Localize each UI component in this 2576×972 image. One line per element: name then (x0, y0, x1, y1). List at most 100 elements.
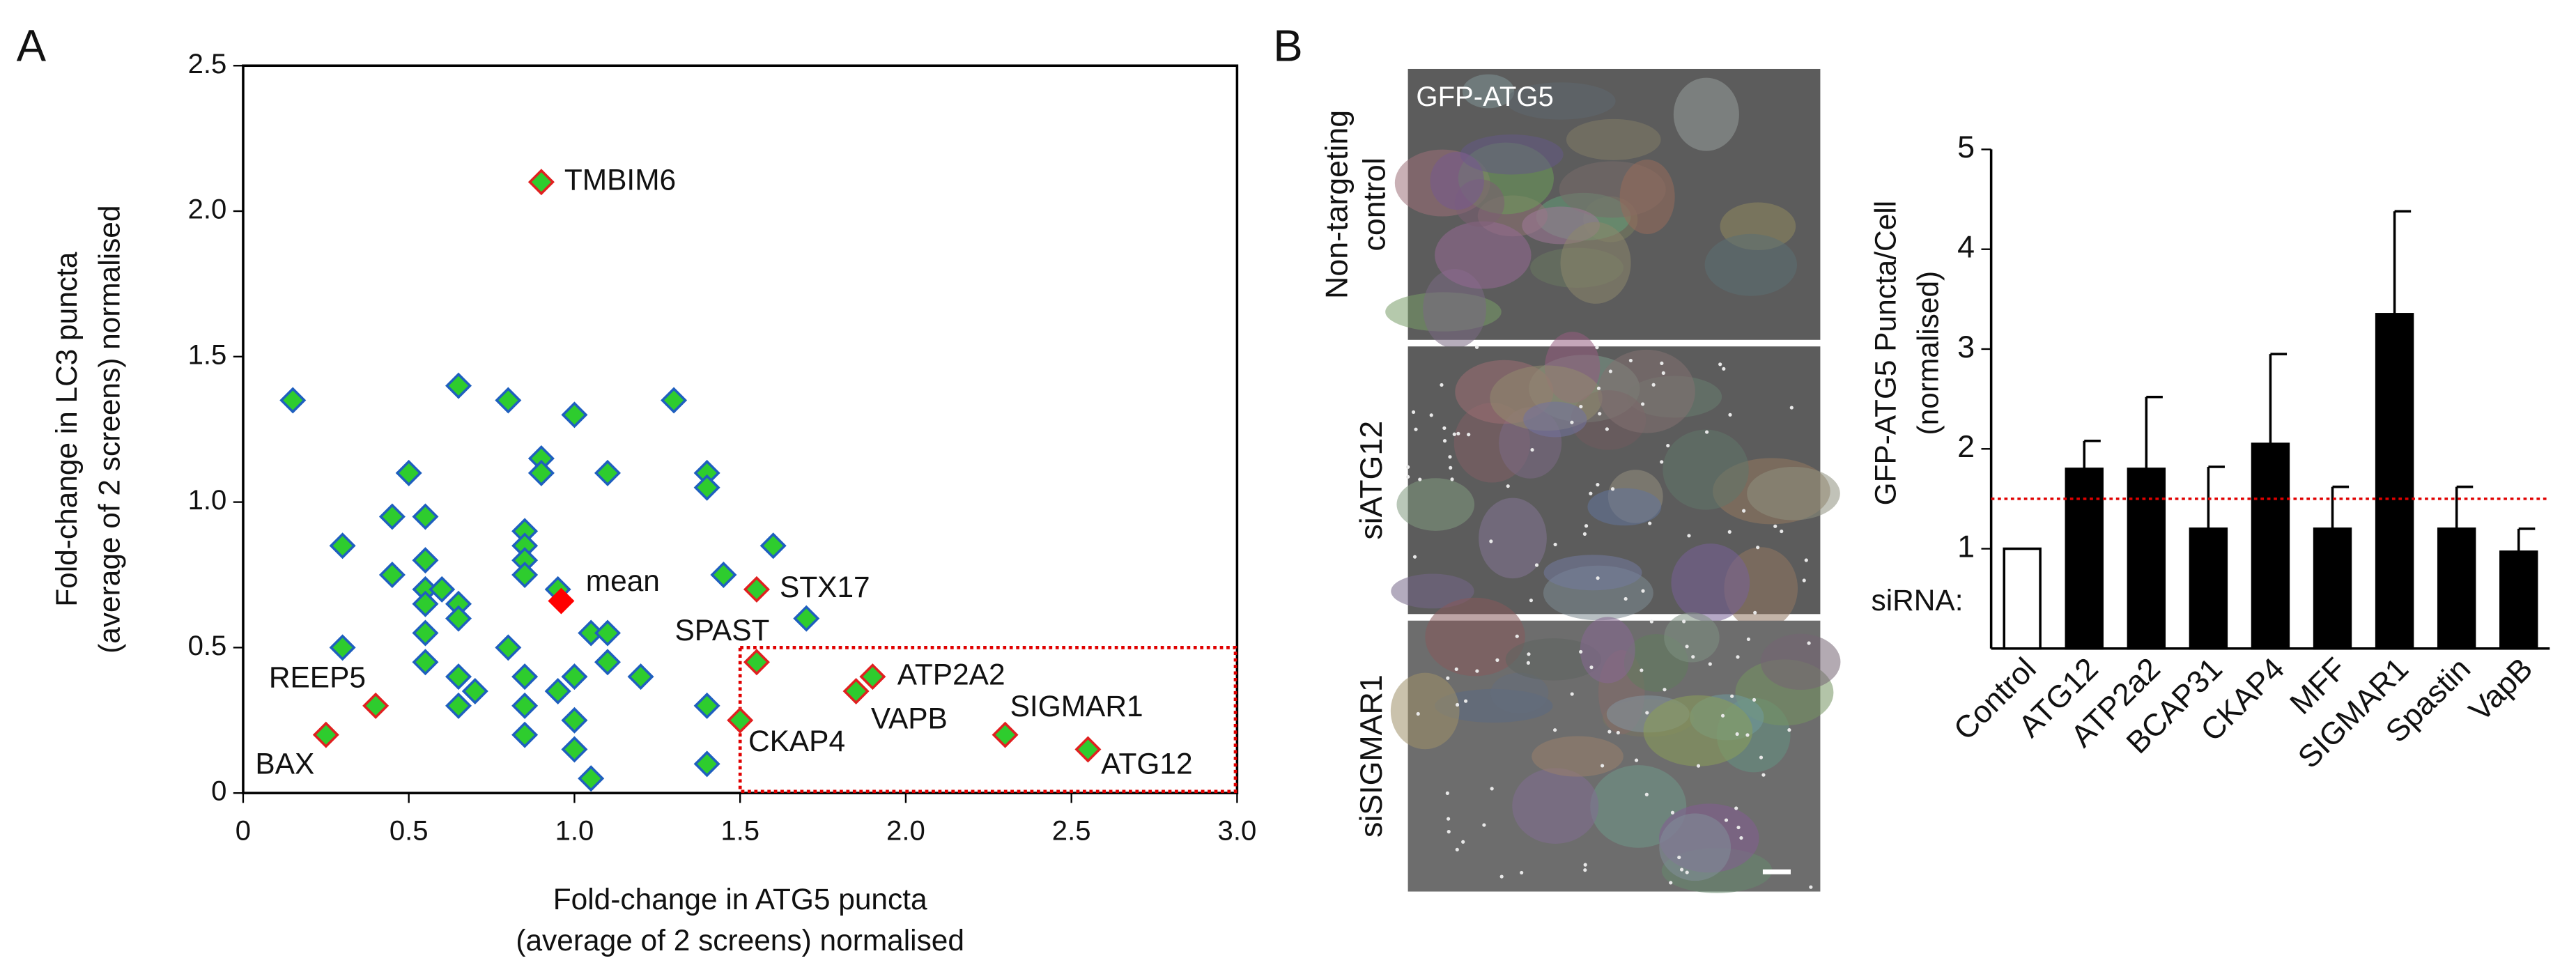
puncta (1696, 764, 1701, 768)
puncta (1645, 711, 1649, 715)
cell (1425, 597, 1525, 677)
bar (2065, 468, 2104, 650)
data-point (727, 707, 754, 734)
puncta (1679, 867, 1684, 872)
puncta (1634, 758, 1639, 762)
cell (1671, 543, 1750, 622)
data-point (511, 721, 539, 748)
puncta (1651, 383, 1656, 387)
x-tick-label: 3.0 (1218, 815, 1257, 846)
data-point (578, 765, 605, 792)
puncta (1447, 830, 1451, 834)
data-point (992, 721, 1019, 748)
puncta (1440, 383, 1444, 387)
cell (1391, 573, 1474, 609)
puncta (1728, 412, 1732, 417)
puncta (1570, 420, 1574, 424)
cell (1673, 77, 1739, 151)
puncta (1452, 432, 1456, 436)
bar (2437, 527, 2476, 650)
puncta (1759, 755, 1764, 759)
puncta (1429, 413, 1433, 417)
puncta (1489, 539, 1493, 543)
point-label: mean (586, 564, 660, 597)
puncta (1515, 634, 1519, 638)
puncta (1490, 787, 1494, 791)
puncta (1529, 599, 1534, 603)
bar (2313, 527, 2352, 650)
data-point (661, 387, 688, 414)
cell (1580, 617, 1635, 684)
cell (1460, 134, 1564, 175)
data-point (412, 503, 439, 530)
y-tick-label: 3 (1957, 330, 1975, 364)
puncta (1773, 524, 1777, 528)
row-label: control (1357, 157, 1392, 251)
point-label: BAX (255, 748, 314, 780)
puncta (1450, 477, 1454, 481)
puncta (1660, 460, 1664, 464)
puncta (1589, 665, 1594, 670)
puncta (1809, 885, 1813, 889)
puncta (1454, 667, 1458, 672)
puncta (1802, 578, 1806, 583)
puncta (1595, 346, 1599, 350)
cell (1643, 695, 1753, 766)
x-tick-label: 1.5 (720, 815, 759, 846)
cell (1760, 633, 1841, 691)
data-point (461, 678, 488, 704)
puncta (1610, 487, 1615, 491)
puncta (1666, 443, 1670, 448)
data-point (1074, 736, 1102, 763)
data-point (743, 576, 770, 603)
puncta (1628, 358, 1633, 363)
puncta (1456, 431, 1460, 435)
y-axis-label: Fold-change in LC3 puncta (50, 252, 83, 606)
annotation: siRNA: (1872, 584, 1964, 617)
cell (1560, 222, 1631, 304)
data-point (495, 387, 522, 414)
y-tick-label: 4 (1957, 230, 1975, 265)
puncta (1596, 483, 1600, 487)
puncta (1685, 870, 1689, 874)
row-label: Non-targeting (1319, 110, 1354, 299)
cell (1430, 151, 1484, 210)
data-point (561, 736, 588, 763)
cell (1704, 233, 1798, 296)
point-label: REEP5 (269, 661, 366, 693)
y-tick-label: 0.5 (188, 631, 227, 661)
y-axis-label: (average of 2 screens) normalised (93, 206, 126, 654)
y-tick-label: 2.5 (188, 49, 227, 79)
puncta (1722, 367, 1726, 371)
data-point (412, 619, 439, 647)
puncta (1495, 658, 1499, 662)
puncta (1649, 619, 1653, 624)
puncta (1736, 825, 1741, 830)
cell (1566, 118, 1661, 160)
cell (1462, 74, 1515, 109)
puncta (1418, 477, 1422, 481)
data-point (329, 634, 356, 661)
y-tick-label: 1.0 (188, 485, 227, 516)
puncta (1520, 870, 1524, 875)
cell (1543, 555, 1642, 591)
puncta (1708, 662, 1712, 666)
puncta (1691, 655, 1695, 659)
puncta (1789, 406, 1794, 410)
y-axis-label: (normalised) (1912, 271, 1945, 435)
puncta (1661, 371, 1665, 375)
puncta (1724, 818, 1729, 822)
data-point (710, 561, 737, 588)
puncta (1640, 668, 1644, 672)
puncta (1607, 730, 1612, 734)
puncta (1527, 652, 1531, 656)
puncta (1640, 402, 1645, 406)
data-point (548, 587, 575, 615)
puncta (1598, 412, 1602, 416)
panel-label: A (17, 22, 47, 71)
puncta (1677, 855, 1681, 860)
data-point (511, 663, 539, 691)
point-label: ATP2A2 (897, 658, 1005, 691)
puncta (1475, 669, 1479, 673)
